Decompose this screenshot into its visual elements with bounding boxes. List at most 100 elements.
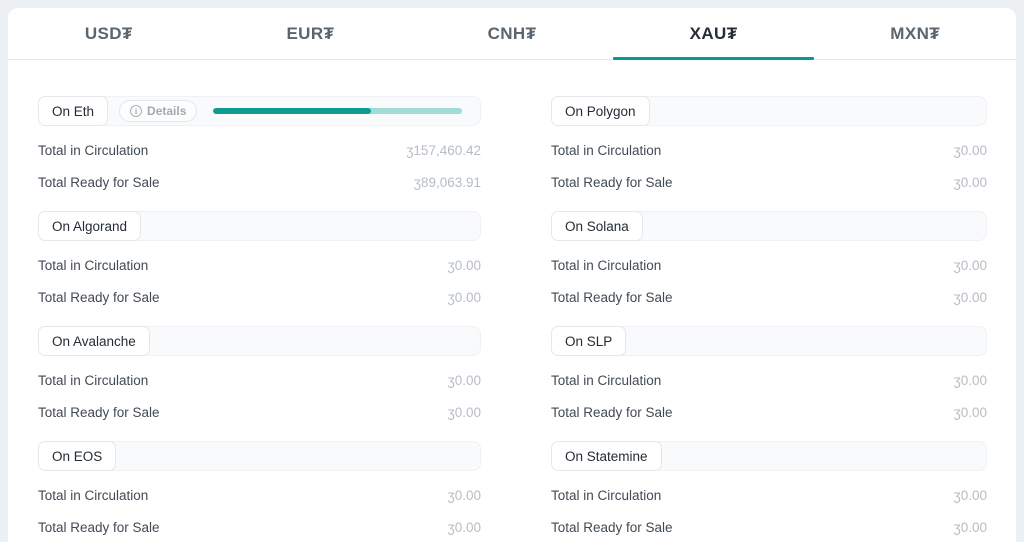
currency-symbol: ʒ (953, 488, 961, 503)
chain-name-chip: On EOS (38, 441, 117, 471)
chain-name-chip: On Statemine (551, 441, 662, 471)
circulation-amount: 0.00 (454, 488, 481, 503)
card-on-algorand: On Algorand Total in Circulation ʒ0.00 T… (38, 211, 481, 307)
card-on-slp-header: On SLP (551, 326, 987, 356)
ready-for-sale-label: Total Ready for Sale (551, 405, 673, 420)
chain-name-chip: On Solana (551, 211, 643, 241)
ready-for-sale-row: Total Ready for Sale ʒ89,063.91 (38, 174, 481, 192)
ready-for-sale-value: ʒ0.00 (953, 404, 987, 422)
circulation-row: Total in Circulation ʒ0.00 (551, 257, 987, 275)
circulation-amount: 0.00 (454, 373, 481, 388)
circulation-value: ʒ0.00 (447, 372, 481, 390)
currency-symbol: ʒ (406, 143, 414, 158)
ready-for-sale-amount: 0.00 (454, 290, 481, 305)
currency-symbol: ʒ (447, 405, 455, 420)
circulation-value: ʒ0.00 (953, 142, 987, 160)
ready-for-sale-amount: 89,063.91 (420, 175, 481, 190)
ready-for-sale-value: ʒ0.00 (953, 519, 987, 537)
currency-symbol: ʒ (447, 488, 455, 503)
currency-symbol: ʒ (447, 520, 455, 535)
card-on-eos: On EOS Total in Circulation ʒ0.00 Total … (38, 441, 481, 537)
currency-symbol: ʒ (953, 258, 961, 273)
currency-symbol: ʒ (953, 290, 961, 305)
card-on-avalanche-header: On Avalanche (38, 326, 481, 356)
circulation-label: Total in Circulation (551, 488, 662, 503)
ready-for-sale-value: ʒ0.00 (447, 519, 481, 537)
currency-symbol: ʒ (953, 373, 961, 388)
card-on-eos-header: On EOS (38, 441, 481, 471)
circulation-label: Total in Circulation (38, 373, 149, 388)
ready-for-sale-amount: 0.00 (960, 405, 987, 420)
card-on-solana-header: On Solana (551, 211, 987, 241)
tab-xaut[interactable]: XAU₮ (612, 8, 815, 60)
ready-for-sale-amount: 0.00 (960, 520, 987, 535)
ready-for-sale-value: ʒ0.00 (953, 289, 987, 307)
tab-eurt[interactable]: EUR₮ (286, 23, 335, 43)
ready-for-sale-row: Total Ready for Sale ʒ0.00 (551, 174, 987, 192)
circulation-progress-fill (213, 108, 372, 114)
currency-symbol: ʒ (447, 258, 455, 273)
tab-cnht[interactable]: CNH₮ (487, 23, 537, 43)
ready-for-sale-amount: 0.00 (454, 520, 481, 535)
circulation-label: Total in Circulation (551, 373, 662, 388)
currency-symbol: ʒ (413, 175, 421, 190)
circulation-value: ʒ0.00 (953, 372, 987, 390)
ready-for-sale-label: Total Ready for Sale (38, 405, 160, 420)
currency-symbol: ʒ (953, 520, 961, 535)
circulation-amount: 0.00 (960, 143, 987, 158)
circulation-amount: 0.00 (960, 258, 987, 273)
ready-for-sale-row: Total Ready for Sale ʒ0.00 (38, 519, 481, 537)
card-on-polygon: On Polygon Total in Circulation ʒ0.00 To… (551, 96, 987, 192)
currency-symbol: ʒ (953, 143, 961, 158)
card-on-slp: On SLP Total in Circulation ʒ0.00 Total … (551, 326, 987, 422)
ready-for-sale-amount: 0.00 (454, 405, 481, 420)
ready-for-sale-amount: 0.00 (960, 290, 987, 305)
circulation-value: ʒ0.00 (447, 487, 481, 505)
details-button[interactable]: i Details (119, 100, 198, 122)
info-icon: i (130, 105, 143, 117)
circulation-label: Total in Circulation (551, 258, 662, 273)
circulation-amount: 0.00 (960, 488, 987, 503)
ready-for-sale-row: Total Ready for Sale ʒ0.00 (551, 289, 987, 307)
ready-for-sale-label: Total Ready for Sale (551, 175, 673, 190)
circulation-progress-bar (213, 108, 462, 114)
circulation-label: Total in Circulation (551, 143, 662, 158)
chain-name-chip: On Eth (38, 96, 109, 126)
circulation-row: Total in Circulation ʒ0.00 (551, 487, 987, 505)
main-panel: USD₮ EUR₮ CNH₮ XAU₮ MXN₮ On Eth i Detail… (8, 8, 1016, 542)
card-on-solana: On Solana Total in Circulation ʒ0.00 Tot… (551, 211, 987, 307)
card-on-algorand-header: On Algorand (38, 211, 481, 241)
circulation-row: Total in Circulation ʒ157,460.42 (38, 142, 481, 160)
chain-cards-grid: On Eth i Details Total in Circulation ʒ1… (8, 60, 1016, 537)
circulation-row: Total in Circulation ʒ0.00 (38, 257, 481, 275)
circulation-row: Total in Circulation ʒ0.00 (38, 372, 481, 390)
card-on-eth-header: On Eth i Details (38, 96, 481, 126)
ready-for-sale-amount: 0.00 (960, 175, 987, 190)
chain-name-chip: On Avalanche (38, 326, 150, 356)
currency-symbol: ʒ (953, 175, 961, 190)
circulation-label: Total in Circulation (38, 258, 149, 273)
ready-for-sale-label: Total Ready for Sale (38, 175, 160, 190)
tab-xaut-label: XAU₮ (689, 23, 738, 43)
ready-for-sale-row: Total Ready for Sale ʒ0.00 (551, 404, 987, 422)
circulation-amount: 0.00 (960, 373, 987, 388)
chain-name-chip: On Polygon (551, 96, 650, 126)
tab-mxnt[interactable]: MXN₮ (890, 23, 941, 43)
card-on-eth: On Eth i Details Total in Circulation ʒ1… (38, 96, 481, 192)
ready-for-sale-row: Total Ready for Sale ʒ0.00 (38, 289, 481, 307)
tab-usdt[interactable]: USD₮ (84, 23, 133, 43)
ready-for-sale-row: Total Ready for Sale ʒ0.00 (551, 519, 987, 537)
card-on-statemine-header: On Statemine (551, 441, 987, 471)
currency-symbol: ʒ (447, 373, 455, 388)
circulation-row: Total in Circulation ʒ0.00 (38, 487, 481, 505)
ready-for-sale-label: Total Ready for Sale (38, 520, 160, 535)
circulation-value: ʒ157,460.42 (406, 142, 481, 160)
chain-name-chip: On Algorand (38, 211, 142, 241)
currency-symbol: ʒ (447, 290, 455, 305)
circulation-value: ʒ0.00 (953, 257, 987, 275)
card-on-avalanche: On Avalanche Total in Circulation ʒ0.00 … (38, 326, 481, 422)
circulation-amount: 0.00 (454, 258, 481, 273)
ready-for-sale-row: Total Ready for Sale ʒ0.00 (38, 404, 481, 422)
circulation-row: Total in Circulation ʒ0.00 (551, 142, 987, 160)
ready-for-sale-value: ʒ0.00 (447, 404, 481, 422)
